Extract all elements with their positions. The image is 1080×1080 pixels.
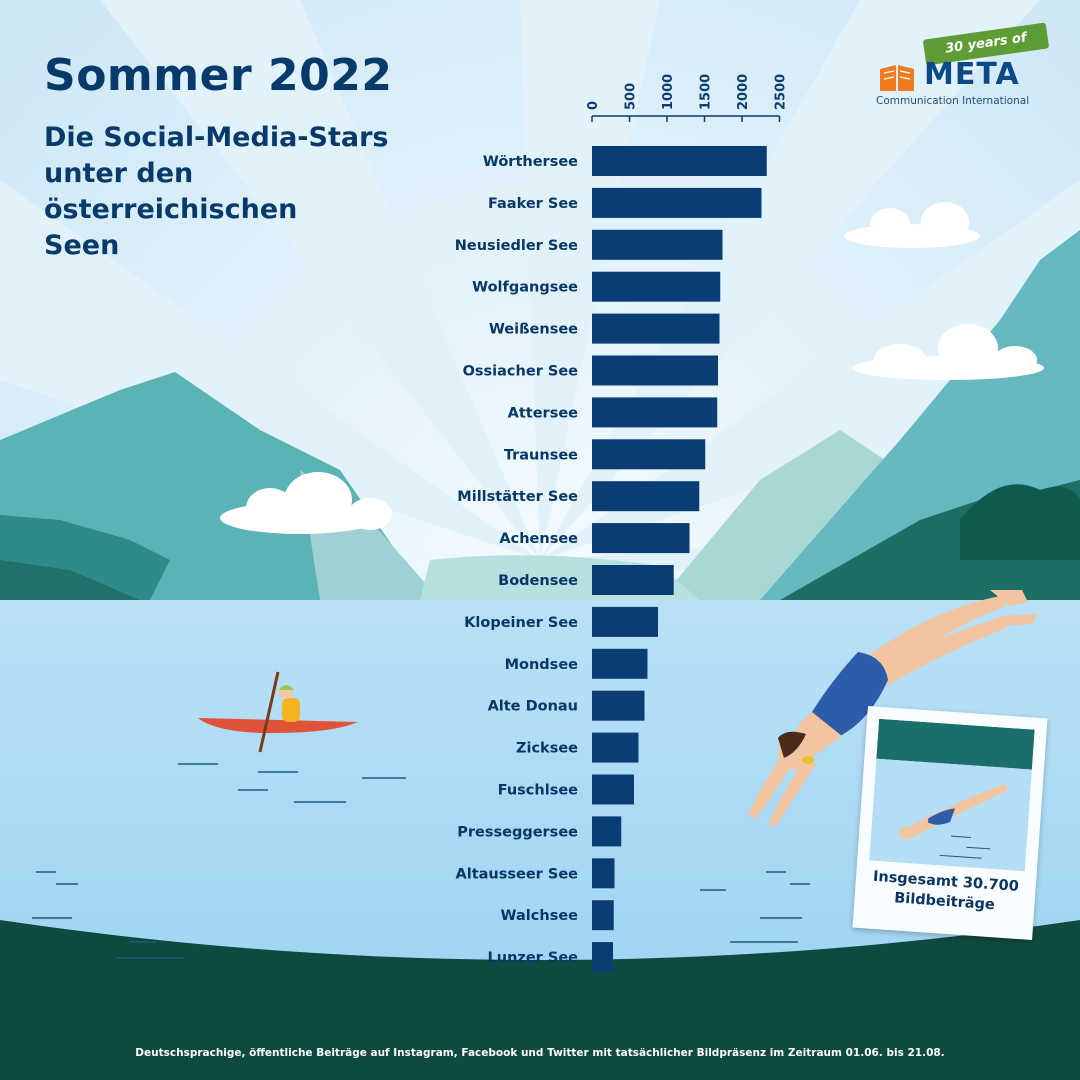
- page-subtitle: Die Social-Media-Stars unter den österre…: [44, 120, 434, 264]
- page-title: Sommer 2022: [44, 50, 393, 101]
- logo-tagline: Communication International: [876, 95, 1030, 107]
- bar-16: [592, 774, 634, 805]
- lake-label: Fuschlsee: [498, 783, 578, 799]
- lake-label: Zicksee: [516, 741, 578, 757]
- lake-label: Weißensee: [489, 322, 578, 338]
- lake-label: Klopeiner See: [464, 615, 578, 631]
- x-axis-tick-label: 1500: [699, 74, 714, 110]
- foreground-shore: [0, 920, 1080, 1080]
- lake-label: Wolfgangsee: [472, 280, 578, 296]
- x-axis-tick-label: 500: [624, 83, 639, 110]
- x-axis-tick-label: 2500: [774, 74, 789, 110]
- bar-5: [592, 313, 720, 344]
- subtitle-line: österreichischen: [44, 194, 298, 225]
- lake-label: Attersee: [508, 405, 579, 421]
- lake-label: Neusiedler See: [455, 238, 578, 254]
- bar-1: [592, 146, 767, 176]
- bar-7: [592, 397, 718, 428]
- bar-10: [592, 523, 690, 554]
- bar-3: [592, 229, 723, 260]
- x-axis-tick-label: 0: [586, 101, 601, 110]
- bar-17: [592, 816, 622, 847]
- bar-6: [592, 355, 718, 386]
- bar-12: [592, 606, 658, 637]
- x-axis-tick-label: 1000: [661, 74, 676, 110]
- lake-label: Faaker See: [488, 196, 578, 212]
- forest-right: [960, 484, 1080, 560]
- lake-label: Mondsee: [505, 657, 579, 673]
- lake-label: Traunsee: [504, 447, 578, 463]
- cloud-right-top: [844, 202, 980, 248]
- meta-book-icon: [880, 65, 914, 91]
- cloud-left: [220, 472, 392, 534]
- bar-14: [592, 690, 645, 721]
- bar-4: [592, 271, 721, 302]
- source-footnote: Deutschsprachige, öffentliche Beiträge a…: [135, 1047, 945, 1059]
- lake-label: Ossiacher See: [463, 364, 579, 380]
- logo-wordmark: META: [924, 57, 1020, 92]
- lake-label: Alte Donau: [488, 699, 578, 715]
- bar-19: [592, 900, 614, 931]
- lake-label: Presseggersee: [457, 824, 578, 840]
- lake-label: Altausseer See: [456, 866, 579, 882]
- lake-label: Lunzer See: [488, 950, 579, 966]
- polaroid-photo: [869, 718, 1035, 872]
- diving-swimmer: [748, 590, 1038, 826]
- subtitle-line: Die Social-Media-Stars: [44, 122, 389, 153]
- bar-15: [592, 732, 639, 763]
- subtitle-line: unter den: [44, 158, 194, 189]
- lake-label: Wörthersee: [483, 154, 578, 170]
- bar-18: [592, 858, 615, 889]
- bar-9: [592, 481, 700, 512]
- lake-label: Walchsee: [501, 908, 579, 924]
- bar-11: [592, 565, 674, 595]
- water-ripples: [32, 763, 810, 959]
- bar-8: [592, 439, 706, 470]
- meta-logo: 30 years of META Communication Internati…: [876, 22, 1056, 115]
- total-posts-label: Insgesamt 30.700 Bildbeiträge: [854, 866, 1036, 918]
- subtitle-line: Seen: [44, 230, 120, 261]
- bar-13: [592, 648, 648, 679]
- bar-20: [592, 942, 613, 973]
- polaroid-card: Insgesamt 30.700 Bildbeiträge: [852, 705, 1048, 941]
- kayaker: [198, 671, 358, 753]
- lake-label: Achensee: [499, 531, 578, 547]
- cloud-right-middle: [852, 324, 1044, 380]
- bar-2: [592, 187, 762, 218]
- lake-label: Bodensee: [498, 573, 578, 589]
- x-axis-tick-label: 2000: [736, 74, 751, 110]
- lake-label: Millstätter See: [457, 489, 578, 505]
